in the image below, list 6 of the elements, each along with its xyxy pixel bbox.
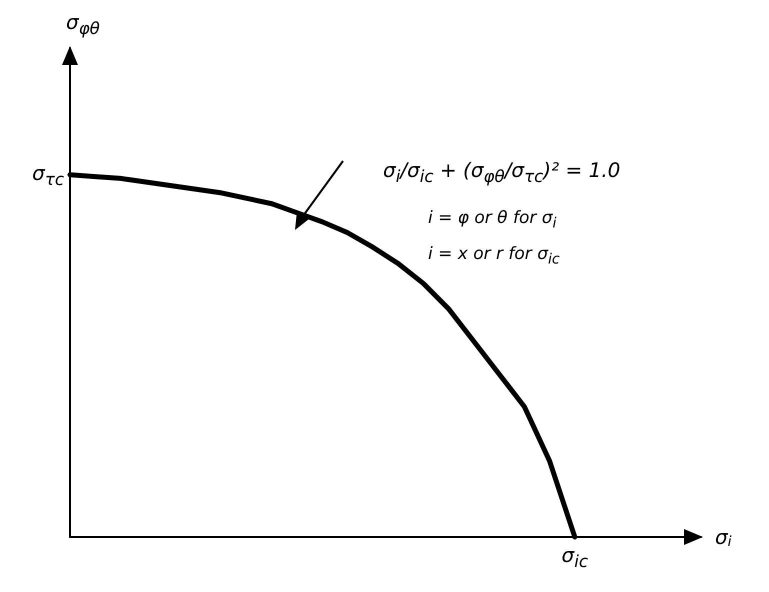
annotation: i = φ or θ for σ$_{i}$ [428,208,556,232]
text: σ$_{τc}$ [32,160,64,190]
text: σ$_{φθ}$ [66,10,100,39]
annotation: i = x or r for σ$_{ic}$ [428,244,560,268]
text: σ$_{i}$/σ$_{ic}$ + (σ$_{φθ}$/σ$_{τc}$)² = 1.0 [383,158,620,186]
text: σ$_{ic}$ [562,543,588,572]
